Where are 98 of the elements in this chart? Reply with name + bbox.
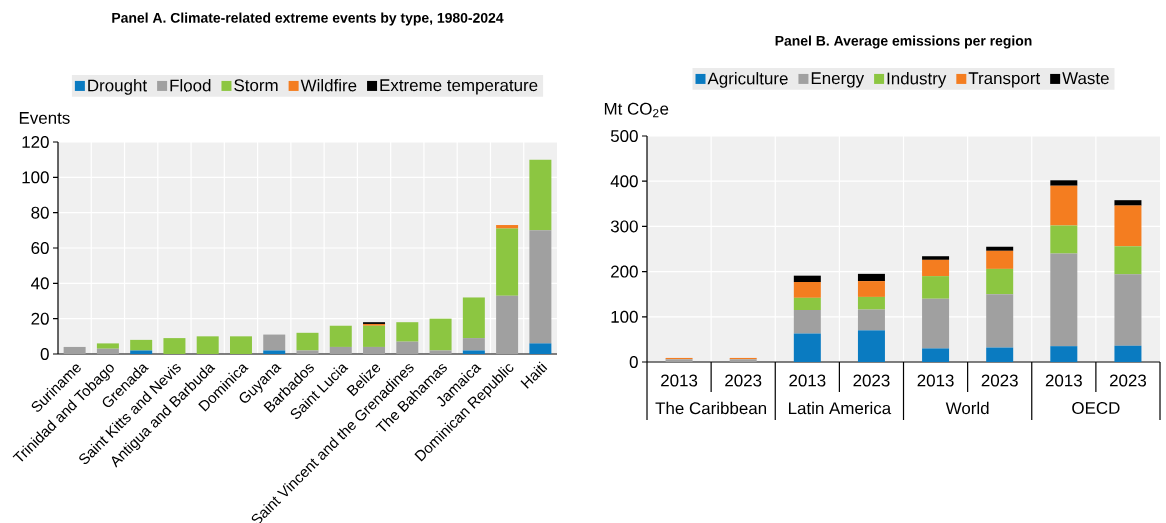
- bar: [986, 347, 1014, 362]
- bar: [922, 276, 950, 299]
- bar: [196, 336, 219, 354]
- bar: [1114, 274, 1142, 346]
- bar: [462, 350, 485, 354]
- bar: [857, 281, 885, 297]
- bar: [857, 330, 885, 362]
- bar: [163, 338, 186, 354]
- x-tick-label: 2023: [981, 374, 1018, 387]
- bar: [986, 294, 1014, 348]
- y-tick-label: 100: [611, 310, 638, 323]
- bar: [296, 350, 319, 354]
- y-tick-label: 0: [629, 356, 638, 368]
- bar: [793, 310, 821, 334]
- y-axis-title: Mt CO$_{2}$e: [604, 102, 669, 118]
- legend-label: Energy: [811, 72, 865, 88]
- y-axis-title: Events: [19, 112, 70, 124]
- bar: [857, 296, 885, 310]
- bar: [986, 268, 1014, 295]
- bar: [429, 318, 452, 351]
- y-tick-label: 100: [22, 171, 49, 184]
- bar: [296, 332, 319, 351]
- chart-title: Panel B. Average emissions per region: [775, 35, 1032, 49]
- x-tick-label: 2013: [1045, 374, 1082, 387]
- bar: [329, 325, 352, 347]
- bar: [922, 298, 950, 349]
- y-tick-label: 300: [610, 220, 638, 233]
- bar: [462, 338, 485, 351]
- x-tick-label: 2023: [725, 374, 762, 387]
- bar: [922, 256, 950, 260]
- bar: [1114, 205, 1142, 247]
- legend-label: Industry: [887, 72, 947, 88]
- legend-label: Agriculture: [707, 72, 788, 88]
- bar: [429, 350, 452, 354]
- y-tick-label: 60: [31, 242, 49, 254]
- y-tick-label: 200: [611, 265, 638, 278]
- bar: [363, 325, 386, 347]
- x-tick-label: 2013: [789, 374, 826, 387]
- bar: [263, 334, 286, 351]
- bar: [793, 282, 821, 298]
- bar: [1050, 225, 1078, 254]
- bar: [1050, 180, 1078, 186]
- bar: [329, 346, 352, 354]
- bar: [229, 336, 252, 354]
- bar: [1114, 345, 1142, 362]
- bar: [496, 228, 519, 296]
- text: World: [945, 401, 989, 415]
- text: The Caribbean: [655, 401, 767, 415]
- bar: [986, 246, 1014, 251]
- y-tick-label: 120: [22, 136, 49, 148]
- bar: [1114, 246, 1142, 275]
- bar: [1114, 200, 1142, 206]
- bar: [96, 348, 119, 354]
- x-tick-label: 2023: [1109, 374, 1147, 387]
- bar: [263, 350, 286, 354]
- bar: [1050, 346, 1078, 362]
- y-tick-label: 0: [40, 348, 49, 360]
- bar: [396, 322, 419, 342]
- x-tick-label: 2013: [661, 374, 698, 387]
- bar: [396, 341, 419, 354]
- legend-label: Flood: [170, 79, 211, 92]
- bar: [462, 297, 485, 339]
- y-tick-label: 40: [31, 277, 49, 290]
- bar: [922, 348, 950, 362]
- bar: [793, 333, 821, 362]
- bar: [96, 343, 119, 349]
- bar: [130, 339, 153, 351]
- bar: [63, 346, 86, 354]
- y-tick-label: 400: [610, 175, 638, 188]
- legend-label: Wildfire: [300, 79, 357, 92]
- bar: [529, 343, 552, 354]
- legend-label: Extreme temperature: [380, 79, 538, 95]
- text: Latin America: [789, 401, 892, 415]
- legend-label: Storm: [234, 79, 278, 92]
- y-tick-label: 500: [610, 130, 638, 142]
- bar: [857, 273, 885, 282]
- legend-label: Waste: [1062, 72, 1109, 85]
- bar: [529, 159, 552, 231]
- bar: [363, 346, 386, 354]
- legend-label: Transport: [968, 72, 1041, 88]
- bar: [793, 297, 821, 311]
- y-tick-label: 80: [31, 206, 49, 219]
- bar: [1050, 185, 1078, 226]
- bar: [496, 295, 519, 354]
- x-tick-label: 2023: [853, 374, 890, 387]
- bar: [529, 230, 552, 344]
- bar: [793, 275, 821, 282]
- bar: [130, 350, 153, 354]
- bar: [857, 309, 885, 331]
- bar: [1050, 253, 1078, 347]
- bar: [922, 259, 950, 277]
- bar: [496, 225, 519, 229]
- bar: [986, 250, 1014, 269]
- x-tick-label: 2013: [917, 374, 954, 387]
- text: OECD: [1072, 402, 1120, 414]
- chart-title: Panel A. Climate-related extreme events by type, 1980-2024: [112, 12, 504, 26]
- legend-label: Drought: [88, 79, 147, 95]
- y-tick-label: 20: [31, 312, 49, 325]
